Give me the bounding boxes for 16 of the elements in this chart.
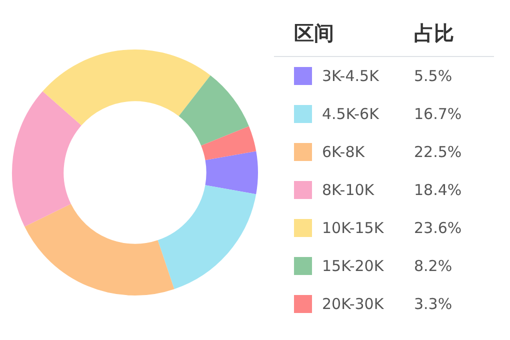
legend-label: 4.5K-6K [322,105,380,123]
data-label: 16.7% [414,105,462,123]
text: 区间 [294,20,335,46]
legend-label: 20K-30K [322,295,385,313]
data-label: 22.5% [414,143,462,161]
text: 占比 [414,20,454,46]
legend-label: 3K-4.5K [322,67,380,85]
legend-label: 15K-20K [322,257,385,275]
data-label: 23.6% [414,219,462,237]
data-label: 8.2% [414,257,452,275]
legend-label: 10K-15K [322,219,385,237]
data-label: 3.3% [414,295,452,313]
data-label: 18.4% [414,181,462,199]
data-label: 5.5% [414,67,452,85]
legend-label: 8K-10K [322,181,376,199]
legend-label: 6K-8K [322,143,366,161]
